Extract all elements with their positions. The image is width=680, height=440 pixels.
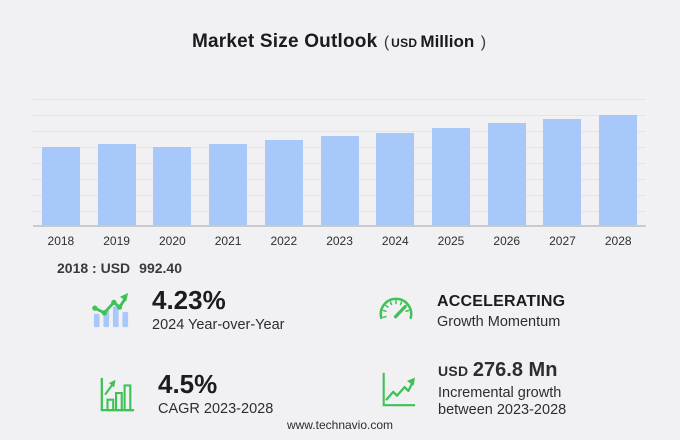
base-year-label: 2018 : USD	[57, 260, 131, 276]
yoy-label: 2024 Year-over-Year	[152, 317, 285, 334]
stat-cagr: 4.5% CAGR 2023-2028	[98, 369, 274, 418]
x-label-2027: 2027	[549, 234, 576, 248]
chart-plot-area	[33, 99, 646, 227]
x-label-2019: 2019	[103, 234, 130, 248]
cagr-label: CAGR 2023-2028	[158, 401, 274, 418]
x-label-2021: 2021	[214, 234, 242, 248]
base-year-value: 992.40	[139, 260, 182, 276]
momentum-value: ACCELERATING	[437, 293, 566, 311]
bar-slot-2027	[535, 99, 591, 225]
x-label-2018: 2018	[47, 234, 75, 248]
bar-2019	[97, 143, 136, 225]
x-label-2026: 2026	[493, 234, 521, 248]
footer-url[interactable]: www.technavio.com	[286, 418, 394, 432]
bar-2024	[376, 132, 415, 225]
title-close-paren: )	[480, 34, 487, 51]
yoy-value: 4.23%	[152, 285, 226, 315]
bar-slot-2019	[89, 99, 145, 225]
bar-slot-2022	[256, 99, 312, 225]
stat-year-over-year: 4.23% 2024 Year-over-Year	[92, 285, 285, 334]
title-text: Market Size Outlook	[191, 31, 378, 52]
stat-text: ACCELERATING Growth Momentum	[437, 293, 565, 331]
incremental-value: USD 276.8 Mn	[438, 359, 566, 382]
bar-slot-2018	[33, 99, 89, 225]
momentum-label: Growth Momentum	[437, 314, 561, 331]
incremental-label-line1: Incremental growth	[438, 385, 562, 401]
stat-text: USD 276.8 Mn Incremental growth between …	[438, 359, 566, 418]
bar-2022	[264, 139, 303, 225]
x-axis-labels: 2018 2019 2020 2021 2022 2023 2024 2025 2026 2027…	[33, 234, 646, 248]
gauge-icon	[377, 292, 415, 332]
title-unit-prefix: USD	[391, 36, 418, 50]
bar-slot-2023	[312, 99, 368, 225]
bar-2020	[153, 147, 192, 225]
title-unit: Million	[420, 32, 475, 51]
incremental-value-prefix: USD	[438, 363, 469, 379]
bar-slot-2026	[479, 99, 535, 225]
incremental-value-number: 276.8 Mn	[472, 359, 558, 381]
title-open-paren: (	[383, 34, 390, 51]
growth-bars-icon	[98, 374, 136, 414]
stat-text: 4.23% 2024 Year-over-Year	[152, 285, 285, 334]
bar-slot-2020	[144, 99, 200, 225]
x-label-2025: 2025	[437, 234, 465, 248]
bar-2021	[209, 144, 248, 225]
x-label-2023: 2023	[326, 234, 353, 248]
bar-slot-2021	[200, 99, 256, 225]
stat-growth-momentum: ACCELERATING Growth Momentum	[377, 292, 565, 332]
stat-text: 4.5% CAGR 2023-2028	[158, 369, 274, 418]
bar-slot-2025	[423, 99, 479, 225]
trend-line-icon	[378, 369, 416, 409]
x-label-2028: 2028	[604, 234, 632, 248]
incremental-label-line2: between 2023-2028	[438, 401, 567, 418]
bar-slot-2028	[590, 99, 646, 225]
bar-2027	[543, 119, 582, 225]
footer: www.technavio.com	[0, 418, 680, 432]
chart-title: Market Size Outlook (USD Million )	[0, 31, 680, 53]
x-label-2022: 2022	[270, 234, 298, 248]
bar-2023	[320, 136, 359, 225]
bars-area	[33, 99, 646, 225]
cagr-value: 4.5%	[158, 369, 218, 399]
bar-2026	[487, 123, 526, 225]
bars-trend-icon	[92, 290, 130, 330]
bar-slot-2024	[367, 99, 423, 225]
bar-2025	[432, 128, 470, 225]
bar-2018	[41, 146, 80, 225]
bar-2028	[599, 114, 638, 225]
x-label-2024: 2024	[381, 234, 409, 248]
stat-incremental-growth: USD 276.8 Mn Incremental growth between …	[378, 359, 566, 418]
base-year-annotation: 2018 : USD 992.40	[57, 260, 182, 276]
x-label-2020: 2020	[158, 234, 186, 248]
